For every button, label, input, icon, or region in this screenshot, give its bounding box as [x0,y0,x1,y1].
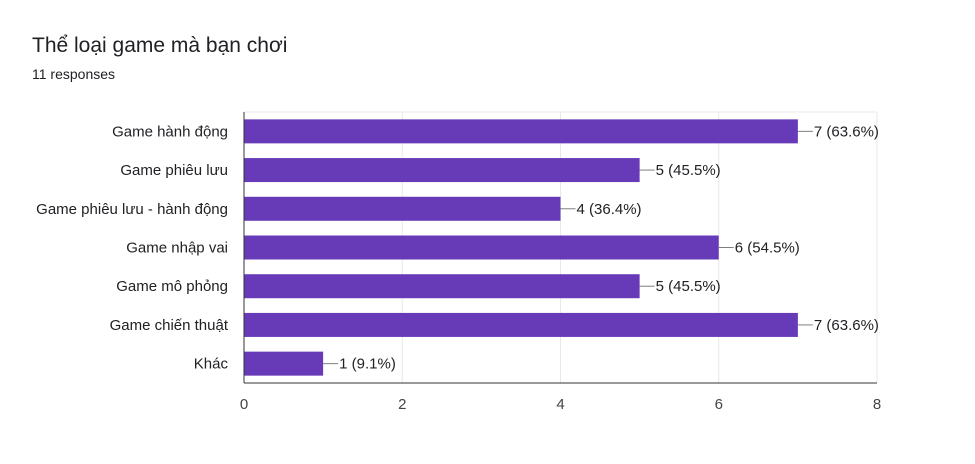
bar-5[interactable] [244,312,798,337]
x-tick-label-1: 2 [398,396,406,413]
category-label-0: Game hành động [112,123,228,140]
chart-title: Thể loại game mà bạn chơi [32,34,288,57]
bar-4[interactable] [244,274,640,299]
bar-2[interactable] [244,196,561,221]
data-label-3: 6 (54.5%) [735,240,800,257]
response-count: 11 responses [32,66,116,82]
bar-6[interactable] [244,351,324,376]
category-label-6: Khác [194,356,229,373]
bar-0[interactable] [244,119,798,144]
x-tick-label-3: 6 [715,396,723,413]
category-label-3: Game nhập vai [126,240,228,257]
bar-1[interactable] [244,158,640,183]
data-label-4: 5 (45.5%) [656,278,721,295]
x-tick-label-4: 8 [873,396,881,413]
category-label-5: Game chiến thuật [110,317,229,334]
category-label-2: Game phiêu lưu - hành động [36,201,228,218]
data-label-1: 5 (45.5%) [656,162,721,179]
category-label-4: Game mô phỏng [116,278,228,295]
data-label-0: 7 (63.6%) [814,123,879,140]
data-label-5: 7 (63.6%) [814,317,879,334]
data-label-2: 4 (36.4%) [577,201,642,218]
data-label-6: 1 (9.1%) [339,356,396,373]
x-tick-label-0: 0 [240,396,248,413]
bar-3[interactable] [244,235,719,260]
category-label-1: Game phiêu lưu [120,162,228,179]
x-tick-label-2: 4 [556,396,564,413]
